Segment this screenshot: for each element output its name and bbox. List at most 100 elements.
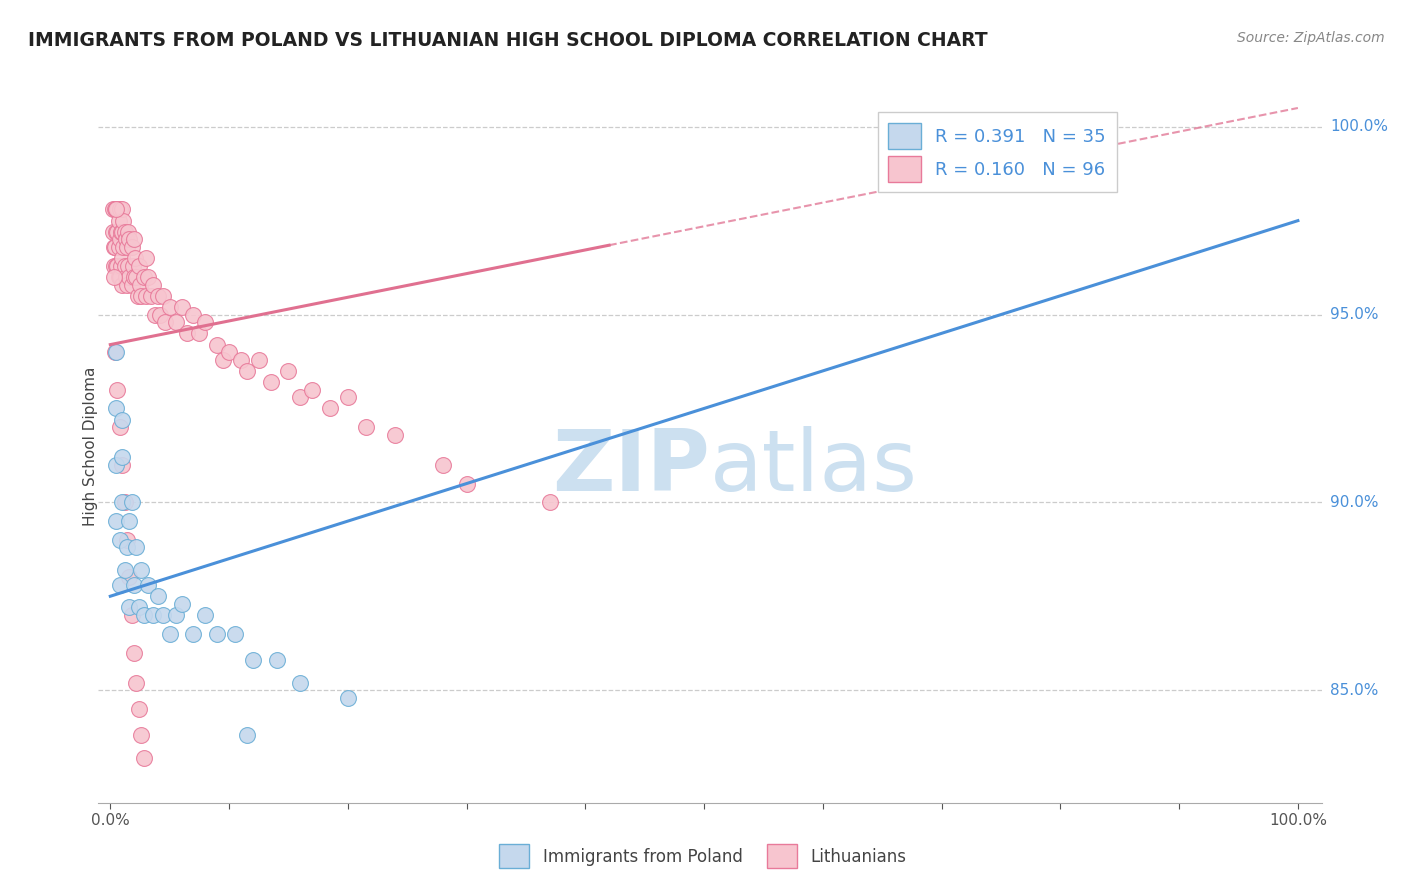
Point [117, 259, 139, 273]
Point [212, 352, 235, 367]
Point [290, 675, 312, 690]
Point [129, 563, 152, 577]
Point [117, 225, 139, 239]
Point [132, 607, 155, 622]
Point [336, 690, 359, 705]
Point [538, 495, 561, 509]
Point [301, 383, 323, 397]
Point [111, 225, 134, 239]
Point [118, 270, 141, 285]
Point [277, 364, 299, 378]
Point [176, 326, 198, 341]
Point [107, 240, 129, 254]
Point [152, 289, 174, 303]
Point [103, 270, 125, 285]
Point [290, 390, 312, 404]
Point [125, 675, 148, 690]
Point [110, 225, 132, 239]
Point [111, 277, 134, 292]
Point [105, 202, 128, 217]
Point [218, 345, 240, 359]
Point [132, 270, 155, 285]
Point [159, 627, 181, 641]
Point [229, 352, 252, 367]
Legend: R = 0.391   N = 35, R = 0.160   N = 96: R = 0.391 N = 35, R = 0.160 N = 96 [877, 112, 1116, 193]
Point [136, 578, 159, 592]
Point [142, 277, 165, 292]
Point [104, 240, 127, 254]
Point [170, 597, 193, 611]
Point [115, 277, 138, 292]
Point [111, 458, 134, 472]
Point [159, 300, 181, 314]
Point [125, 541, 148, 555]
Point [107, 225, 129, 239]
Point [104, 202, 127, 217]
Point [108, 420, 131, 434]
Point [115, 240, 138, 254]
Point [135, 289, 157, 303]
Point [194, 607, 217, 622]
Point [122, 232, 145, 246]
Point [224, 627, 246, 641]
Point [108, 202, 131, 217]
Text: ZIP: ZIP [553, 425, 710, 509]
Point [128, 702, 150, 716]
Point [135, 251, 157, 265]
Text: IMMIGRANTS FROM POLAND VS LITHUANIAN HIGH SCHOOL DIPLOMA CORRELATION CHART: IMMIGRANTS FROM POLAND VS LITHUANIAN HIG… [28, 31, 988, 50]
Point [122, 578, 145, 592]
Point [107, 383, 129, 397]
Text: 85.0%: 85.0% [1330, 682, 1378, 698]
Point [108, 270, 131, 285]
Point [165, 315, 187, 329]
Point [152, 607, 174, 622]
Point [129, 728, 152, 742]
Point [205, 627, 228, 641]
Point [247, 352, 270, 367]
Point [118, 570, 141, 584]
Point [183, 627, 205, 641]
Point [142, 607, 165, 622]
Point [114, 563, 136, 577]
Point [266, 653, 288, 667]
Point [118, 232, 141, 246]
Point [236, 728, 259, 742]
Point [336, 390, 359, 404]
Point [194, 315, 217, 329]
Point [122, 646, 145, 660]
Point [105, 345, 128, 359]
Point [110, 259, 132, 273]
Point [456, 476, 478, 491]
Point [101, 202, 124, 217]
Point [101, 225, 124, 239]
Point [115, 541, 138, 555]
Point [111, 413, 134, 427]
Point [114, 232, 136, 246]
Point [136, 270, 159, 285]
Point [118, 600, 141, 615]
Point [139, 289, 162, 303]
Point [132, 750, 155, 764]
Point [128, 600, 150, 615]
Point [111, 495, 134, 509]
Text: 95.0%: 95.0% [1330, 307, 1378, 322]
Point [118, 514, 141, 528]
Point [114, 225, 136, 239]
Point [111, 251, 134, 265]
Point [149, 308, 172, 322]
Point [125, 270, 148, 285]
Point [146, 289, 169, 303]
Legend: Immigrants from Poland, Lithuanians: Immigrants from Poland, Lithuanians [492, 838, 914, 875]
Point [104, 345, 127, 359]
Point [121, 607, 143, 622]
Point [153, 315, 176, 329]
Point [108, 578, 131, 592]
Point [107, 270, 129, 285]
Point [121, 259, 143, 273]
Point [103, 259, 125, 273]
Point [183, 308, 205, 322]
Point [129, 277, 152, 292]
Point [121, 240, 143, 254]
Point [105, 225, 128, 239]
Point [105, 401, 128, 416]
